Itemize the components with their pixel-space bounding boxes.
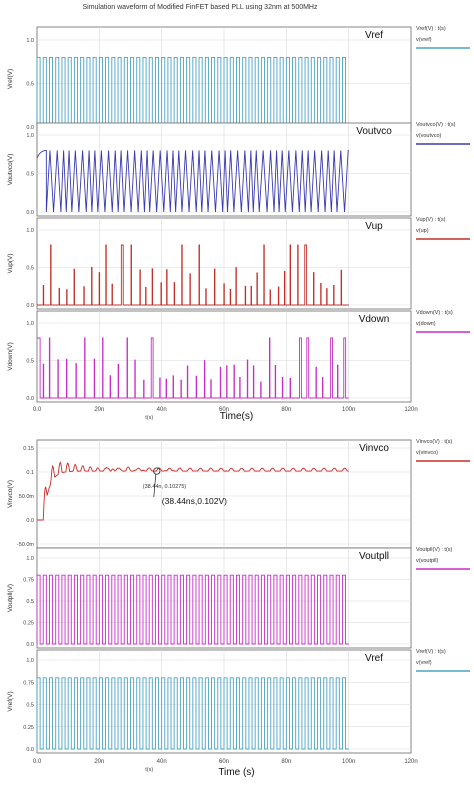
x-tick-label: 120n xyxy=(404,407,417,413)
x-tick-label: 0.0 xyxy=(33,407,42,413)
signal-trace xyxy=(36,149,349,213)
y-tick-label: 0.75 xyxy=(23,680,34,686)
y-tick-label: 0.0 xyxy=(26,210,34,216)
legend-header: Vinvco(V) : t(s) xyxy=(416,439,452,445)
y-axis-label: Vinvco(V) xyxy=(7,480,14,508)
y-tick-label: 0.15 xyxy=(23,446,34,452)
chart-panel-2: 1.0 0.5 0.0 Voutvco(V) Voutvco Voutvco(V) : t… xyxy=(7,122,470,217)
y-tick-label: 0.0 xyxy=(26,125,34,131)
chart-panel-4: 1.0 0.5 0.0 Vdown(V) Vdown Vdown(V) : t(s) v(d… xyxy=(7,310,470,403)
x-unit-label: t(s) xyxy=(145,767,153,773)
y-tick-label: 0.25 xyxy=(23,621,34,627)
x-tick-label: 40n xyxy=(157,759,167,765)
y-tick-label: 1.0 xyxy=(26,133,34,139)
y-tick-label: 0.0 xyxy=(26,518,34,524)
chart-panel-5: 0.15 0.1 50.0m 0.0 -50.0m Vinvco(V) Vinvco Vinv… xyxy=(7,439,470,549)
x-tick-label: 120n xyxy=(404,759,417,765)
y-tick-label: 1.0 xyxy=(26,321,34,327)
annotation-marker xyxy=(153,467,161,475)
legend-entry-label: v(vref) xyxy=(416,660,432,666)
y-axis-label: Voutvco(V) xyxy=(7,154,14,186)
signal-trace xyxy=(37,244,349,306)
y-tick-label: 1.0 xyxy=(26,556,34,562)
x-tick-label: 40n xyxy=(157,407,167,413)
y-tick-label: 0.5 xyxy=(26,266,34,272)
signal-trace xyxy=(36,574,349,645)
x-tick-label: 20n xyxy=(94,759,104,765)
x-unit-label: t(s) xyxy=(145,415,153,421)
annotation-callout: (38.44ns,0.102V) xyxy=(162,496,227,506)
panel-title: Vref xyxy=(365,30,383,41)
legend-header: Vref(V) : t(s) xyxy=(416,649,446,655)
y-axis-label: Vdown(V) xyxy=(7,342,14,371)
x-tick-label: 80n xyxy=(281,407,291,413)
y-axis-label: Vref(V) xyxy=(7,69,14,89)
legend-entry-label: v(vref) xyxy=(416,37,432,43)
x-axis-bottom: 0.0 20n 40n 60n 80n 100n 120n t(s) Time (s) xyxy=(33,759,418,778)
signal-trace xyxy=(36,56,349,128)
x-tick-label: 60n xyxy=(219,407,229,413)
y-tick-label: 0.25 xyxy=(23,725,34,731)
panel-title: Vinvco xyxy=(359,443,389,454)
legend-header: Voutvco(V) : t(s) xyxy=(416,122,456,128)
panel-title: Vup xyxy=(365,221,383,232)
y-tick-label: 0.5 xyxy=(26,599,34,605)
plots-layer: 1.0 0.5 0.0 Vref(V) Vref Vref(V) : t(s) v(vref… xyxy=(7,26,470,778)
legend-header: Vref(V) : t(s) xyxy=(416,26,446,32)
legend-entry-label: v(voutvco) xyxy=(416,133,442,139)
y-tick-label: 0.0 xyxy=(26,642,34,648)
legend-entry-label: v(down) xyxy=(416,321,436,327)
annotation-arrow xyxy=(153,474,157,498)
legend-header: Vup(V) : t(s) xyxy=(416,217,446,223)
x-tick-label: 0.0 xyxy=(33,759,42,765)
legend-header: Vdown(V) : t(s) xyxy=(416,310,453,316)
panel-title: Vref xyxy=(365,653,383,664)
panel-title: Voutvco xyxy=(356,126,392,137)
chart-panel-7: 1.0 0.75 0.5 0.25 0.0 Vref(V) Vref Vref(V) : t(… xyxy=(7,649,470,754)
signal-trace xyxy=(37,337,349,399)
panel-title: Vdown xyxy=(359,314,390,325)
legend-header: Voutpll(V) : t(s) xyxy=(416,547,453,553)
y-tick-label: 1.0 xyxy=(26,658,34,664)
page-title: Simulation waveform of Modified FinFET b… xyxy=(82,4,318,11)
y-tick-label: 0.5 xyxy=(26,359,34,365)
y-tick-label: 50.0m xyxy=(19,494,35,500)
y-tick-label: 0.0 xyxy=(26,303,34,309)
x-axis-label: Time (s) xyxy=(218,767,254,778)
x-axis-label: Time(s) xyxy=(220,411,254,422)
signal-trace xyxy=(37,461,349,521)
x-tick-label: 100n xyxy=(342,407,355,413)
legend-entry-label: v(vinvco) xyxy=(416,450,438,456)
x-tick-label: 100n xyxy=(342,759,355,765)
x-axis-top: 0.0 20n 40n 60n 80n 100n 120n t(s) Time(s) xyxy=(33,407,418,422)
chart-panel-1: 1.0 0.5 0.0 Vref(V) Vref Vref(V) : t(s) v(vref… xyxy=(7,26,470,132)
x-tick-label: 80n xyxy=(281,759,291,765)
annotation-point-label: (38.44n, 0.10275) xyxy=(143,484,187,490)
x-tick-label: 20n xyxy=(94,407,104,413)
y-tick-label: 0.0 xyxy=(26,747,34,753)
x-tick-label: 60n xyxy=(219,759,229,765)
y-axis-label: Voutpll(V) xyxy=(7,584,14,612)
chart-panel-3: 1.0 0.5 0.0 Vup(V) Vup Vup(V) : t(s) v(up) xyxy=(7,217,470,310)
y-tick-label: 0.5 xyxy=(26,82,34,88)
y-tick-label: -50.0m xyxy=(17,542,35,548)
legend-entry-label: v(voutpll) xyxy=(416,558,438,564)
signal-trace xyxy=(36,677,349,750)
y-tick-label: 1.0 xyxy=(26,228,34,234)
y-tick-label: 0.75 xyxy=(23,578,34,584)
y-tick-label: 0.5 xyxy=(26,703,34,709)
panel-title: Voutpll xyxy=(359,551,389,562)
y-axis-label: Vup(V) xyxy=(7,254,14,274)
legend-entry-label: v(up) xyxy=(416,228,429,234)
y-axis-label: Vref(V) xyxy=(7,691,14,711)
y-tick-label: 0.5 xyxy=(26,172,34,178)
chart-panel-6: 1.0 0.75 0.5 0.25 0.0 Voutpll(V) Voutpll Voutpl… xyxy=(7,547,470,649)
y-tick-label: 0.1 xyxy=(26,470,34,476)
y-tick-label: 1.0 xyxy=(26,38,34,44)
y-tick-label: 0.0 xyxy=(26,396,34,402)
